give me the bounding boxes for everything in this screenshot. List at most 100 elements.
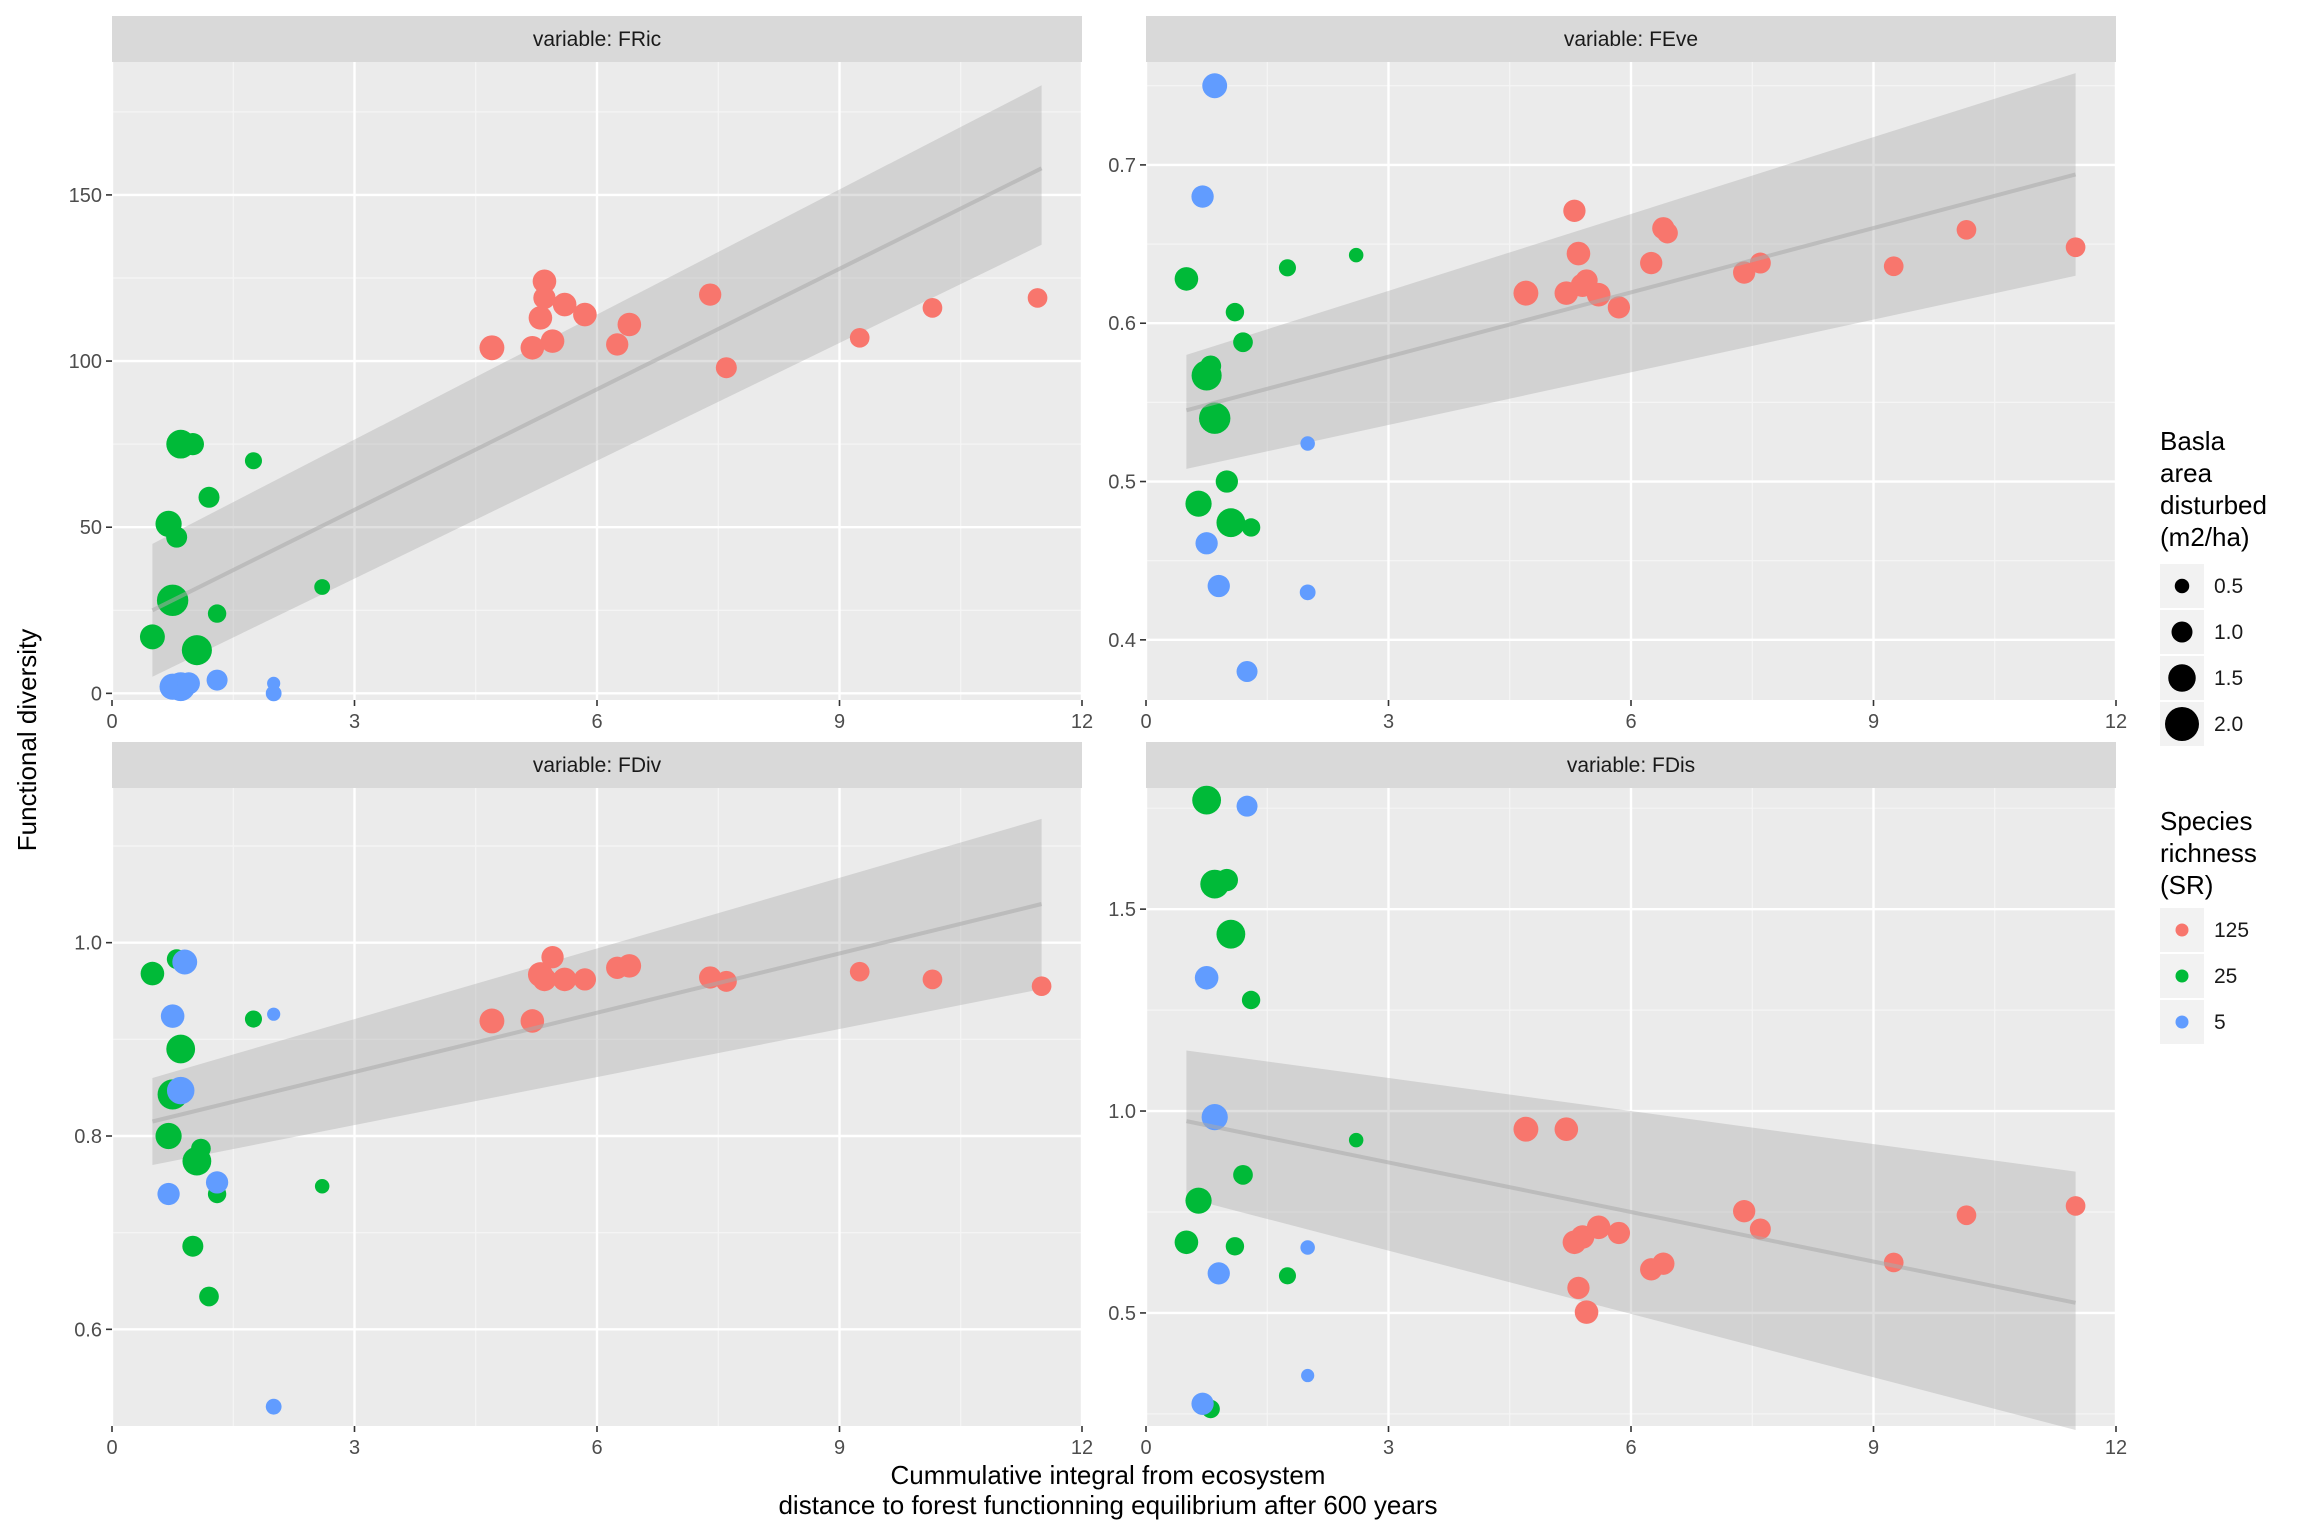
y-tick-label: 100	[69, 351, 102, 373]
data-point	[1236, 661, 1258, 683]
x-tick-label: 12	[2105, 1437, 2127, 1459]
x-tick-label: 9	[834, 1437, 845, 1459]
facet-strip-label: variable: FDis	[1567, 754, 1695, 777]
confidence-band	[1186, 1050, 2076, 1431]
facet-strip	[112, 742, 1082, 788]
y-tick-label: 1.0	[1108, 1101, 1136, 1123]
size-legend-title-line: (m2/ha)	[2160, 522, 2250, 552]
data-point	[172, 949, 198, 975]
data-point	[265, 685, 282, 702]
data-point	[244, 452, 263, 470]
data-point	[1225, 302, 1245, 322]
trend-line	[1185, 172, 2077, 413]
data-point	[1574, 1300, 1599, 1324]
color-legend-title-line: Species	[2160, 806, 2253, 836]
x-axis-title-line-2: distance to forest functionning equilibr…	[778, 1490, 1437, 1520]
facet-strip-label: variable: FDiv	[533, 754, 662, 777]
facet-panel: variable: FDis 0 3 6 9 12 0.5 1.0 1.5	[1108, 742, 2127, 1459]
trend-line	[151, 166, 1043, 613]
data-point	[1563, 199, 1586, 222]
data-point	[1278, 1267, 1297, 1285]
legend-color-label: 125	[2214, 919, 2249, 942]
data-point	[1207, 574, 1230, 598]
x-tick-label: 6	[1625, 711, 1636, 733]
data-point	[182, 1235, 204, 1257]
data-point	[1195, 532, 1218, 555]
legend-size-key	[2165, 707, 2199, 741]
data-point	[267, 1007, 281, 1021]
data-point	[166, 1034, 196, 1064]
data-point	[1241, 990, 1261, 1010]
legend-color-key	[2175, 1015, 2189, 1029]
x-tick-label: 0	[106, 1437, 117, 1459]
x-tick-label: 3	[1383, 711, 1394, 733]
data-point	[528, 306, 553, 330]
data-point	[2065, 237, 2086, 258]
legend-size-key	[2171, 621, 2193, 643]
x-tick-label: 9	[1868, 711, 1879, 733]
data-point	[181, 635, 212, 666]
legend-color-label: 5	[2214, 1011, 2226, 1034]
data-point	[1027, 288, 1048, 308]
y-tick-label: 0.8	[74, 1126, 102, 1148]
data-point	[922, 969, 943, 990]
data-point	[1185, 490, 1212, 517]
data-point	[265, 1398, 282, 1415]
data-point	[1194, 965, 1219, 990]
data-point	[573, 968, 597, 991]
data-point	[314, 1179, 330, 1194]
data-point	[541, 946, 564, 969]
data-point	[1191, 360, 1222, 391]
data-point	[849, 961, 870, 982]
x-tick-label: 6	[1625, 1437, 1636, 1459]
data-point	[1031, 976, 1052, 997]
data-point	[1233, 332, 1253, 353]
y-tick-label: 0.6	[74, 1319, 102, 1341]
legend-color-key	[2175, 923, 2189, 937]
data-point	[1207, 1262, 1230, 1285]
color-legend: Species richness (SR) 125 25 5	[2160, 806, 2257, 1044]
data-point	[552, 292, 577, 317]
data-point	[177, 672, 200, 695]
data-point	[314, 579, 331, 595]
data-point	[1301, 1368, 1315, 1383]
data-point	[532, 269, 557, 294]
data-point	[1733, 261, 1756, 284]
data-point	[1348, 1132, 1364, 1148]
data-point	[1199, 402, 1231, 434]
confidence-band	[152, 818, 1042, 1165]
y-tick-label: 150	[69, 185, 102, 207]
x-tick-label: 0	[1140, 1437, 1151, 1459]
data-point	[573, 302, 597, 327]
data-point	[1607, 296, 1631, 319]
data-point	[160, 1004, 185, 1028]
data-point	[479, 1008, 505, 1034]
y-tick-label: 0.4	[1108, 630, 1136, 652]
data-point	[617, 954, 642, 978]
legend-size-key	[2168, 664, 2196, 692]
data-point	[1586, 1215, 1611, 1240]
data-point	[182, 1146, 212, 1176]
facet-panel: variable: FEve 0 3 6 9 12 0.4 0.5 0.6 0.7	[1108, 16, 2127, 733]
y-tick-label: 1.0	[74, 933, 102, 955]
data-point	[532, 967, 557, 992]
legend-color-label: 25	[2214, 965, 2237, 988]
size-legend: Basla area disturbed (m2/ha) 0.5 1.0 1.5 2.…	[2160, 426, 2267, 746]
color-legend-title-line: (SR)	[2160, 870, 2213, 900]
data-point	[1191, 185, 1214, 208]
y-tick-label: 0.5	[1108, 1303, 1136, 1325]
data-point	[206, 669, 228, 691]
x-tick-label: 12	[1071, 711, 1093, 733]
data-point	[1174, 267, 1199, 291]
confidence-band	[152, 85, 1042, 677]
x-tick-label: 12	[1071, 1437, 1093, 1459]
y-tick-label: 1.5	[1108, 899, 1136, 921]
data-point	[1202, 73, 1228, 99]
size-legend-title-line: area	[2160, 458, 2213, 488]
x-tick-label: 9	[834, 711, 845, 733]
data-point	[1883, 256, 1904, 277]
legend-size-label: 1.5	[2214, 667, 2243, 690]
x-tick-label: 3	[349, 1437, 360, 1459]
data-point	[1216, 919, 1246, 949]
